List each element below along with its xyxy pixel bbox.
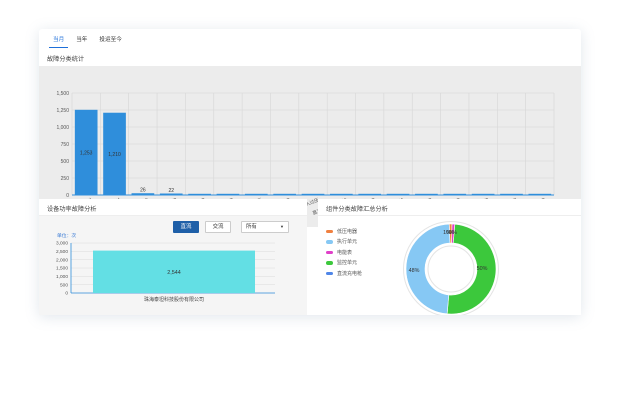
device-select-value: 所有 (246, 224, 257, 230)
bar (358, 193, 382, 195)
equipment-fault-header: 设备功率故障分析 (39, 199, 307, 216)
equipment-fault-chart: 单位：次 0 500 1,000 1,500 2,000 2,500 3,000 2,544 珠海… (56, 232, 275, 303)
tab-since-commission[interactable]: 投运至今 (99, 37, 122, 43)
y-tick-label: 500 (61, 159, 70, 165)
y-tick-label: 3,000 (56, 241, 68, 247)
x-tick-label: 珠海泰坦科技股份有限公司 (144, 296, 204, 303)
bar (131, 193, 155, 195)
equipment-fault-card: 设备功率故障分析 直流 交流 所有 ▼ 单位：次 0 500 1,000 1,500 2,… (39, 199, 307, 315)
component-legend: 低压电器 执行单元 电能表 监控单元 直流充电枪 (326, 226, 362, 279)
bar (330, 193, 353, 195)
bar (93, 250, 255, 293)
bar (273, 193, 296, 195)
donut-slice (446, 223, 497, 315)
data-label: 22 (168, 188, 174, 194)
legend-item[interactable]: 直流充电枪 (326, 268, 362, 279)
donut-inner-ring (427, 245, 475, 293)
unit-label: 单位：次 (57, 232, 76, 239)
legend-swatch (326, 261, 333, 265)
y-tick-label: 0 (65, 291, 68, 297)
data-label: 2,544 (167, 270, 181, 276)
y-tick-label: 2,000 (56, 257, 68, 263)
period-tabs: 当月 当年 投运至今 (47, 33, 128, 49)
legend-item[interactable]: 低压电器 (326, 226, 362, 237)
y-tick-label: 1,000 (56, 125, 69, 131)
tab-month[interactable]: 当月 (47, 33, 70, 49)
donut-data-label: 0% (449, 230, 457, 236)
device-select[interactable]: 所有 ▼ (241, 221, 289, 233)
donut-data-label: 50% (477, 266, 488, 272)
bar (443, 193, 467, 195)
component-fault-header: 组件分类故障汇总分析 (318, 199, 581, 216)
tab-year[interactable]: 当年 (76, 37, 88, 43)
dc-button[interactable]: 直流 (173, 221, 199, 233)
donut-data-label: 0% (446, 230, 454, 236)
fault-stats-title: 故障分类统计 (47, 56, 85, 63)
bar (386, 193, 410, 195)
bar (103, 112, 126, 195)
bar (471, 193, 495, 195)
legend-label: 监控单元 (337, 260, 358, 267)
legend-item[interactable]: 电能表 (326, 247, 362, 258)
donut-data-label: 48% (409, 268, 420, 274)
legend-label: 执行单元 (337, 239, 358, 246)
bar (188, 193, 211, 195)
chevron-down-icon: ▼ (280, 224, 284, 229)
donut-outer-ring (403, 221, 499, 315)
bar (528, 193, 552, 195)
data-label: 1,210 (108, 152, 121, 158)
y-tick-label: 750 (61, 142, 70, 148)
bar (301, 193, 325, 195)
data-label: 26 (140, 188, 146, 194)
dashboard-window: 当月 当年 投运至今 故障分类统计 0 250 500 750 1,000 1,250 1,… (39, 29, 581, 315)
legend-item[interactable]: 监控单元 (326, 258, 362, 269)
legend-label: 直流充电枪 (337, 270, 363, 277)
donut-data-label: 1% (443, 230, 451, 236)
data-label: 1,253 (80, 150, 93, 156)
legend-swatch (326, 229, 333, 233)
y-tick-label: 2,500 (56, 249, 68, 255)
y-tick-label: 250 (61, 176, 70, 182)
legend-swatch (326, 250, 333, 254)
ac-button[interactable]: 交流 (205, 221, 231, 233)
y-tick-label: 1,500 (56, 266, 68, 272)
equipment-fault-title: 设备功率故障分析 (47, 206, 97, 213)
legend-item[interactable]: 执行单元 (326, 237, 362, 248)
y-tick-label: 1,500 (56, 91, 69, 97)
legend-swatch (326, 240, 333, 244)
bar (500, 193, 523, 195)
component-fault-title: 组件分类故障汇总分析 (326, 206, 388, 213)
y-tick-label: 0 (66, 193, 69, 199)
donut-slice (405, 223, 451, 315)
y-tick-label: 1,250 (56, 108, 69, 114)
legend-swatch (326, 271, 333, 275)
legend-label: 低压电器 (337, 228, 358, 235)
component-fault-card: 组件分类故障汇总分析 低压电器 执行单元 电能表 监控单元 直流充电枪 (318, 199, 581, 315)
bar (415, 193, 438, 195)
bar (74, 109, 98, 195)
component-fault-donut: 1%0%0%50%48% (403, 221, 499, 315)
y-tick-label: 1,000 (56, 274, 68, 280)
bar (159, 193, 183, 195)
legend-label: 电能表 (337, 249, 353, 256)
y-tick-label: 500 (60, 282, 68, 288)
bar (244, 193, 268, 195)
bar (216, 193, 240, 195)
